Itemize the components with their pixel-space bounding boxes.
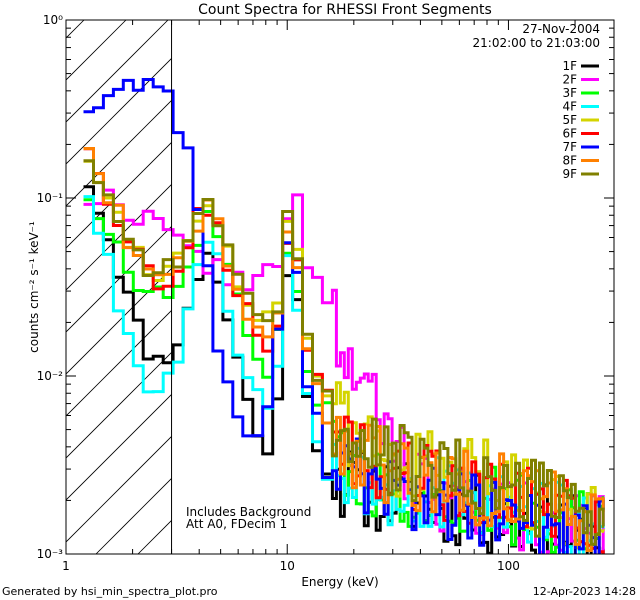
x-tick-label: 100	[497, 559, 520, 573]
plot-frame	[65, 19, 615, 555]
date-label: 27-Nov-2004	[522, 22, 600, 36]
y-tick-labels: 10⁰ 10⁻¹ 10⁻² 10⁻³	[37, 13, 64, 561]
legend-label-8F: 8F	[562, 154, 577, 168]
time-range-label: 21:02:00 to 21:03:00	[473, 36, 600, 50]
x-tick-label: 10	[280, 559, 295, 573]
legend-label-4F: 4F	[562, 100, 577, 114]
series-layer	[83, 78, 605, 554]
y-tick-label: 10⁰	[43, 13, 63, 27]
axis-ticks	[65, 19, 615, 555]
annotation-background: Includes Background	[186, 505, 311, 519]
footer-timestamp: 12-Apr-2023 14:28	[533, 585, 636, 598]
legend-label-1F: 1F	[562, 59, 577, 73]
legend-label-5F: 5F	[562, 113, 577, 127]
legend-label-9F: 9F	[562, 167, 577, 181]
y-tick-label: 10⁻³	[37, 547, 64, 561]
chart-title: Count Spectra for RHESSI Front Segments	[198, 2, 492, 18]
footer-generated-by: Generated by hsi_min_spectra_plot.pro	[2, 585, 218, 598]
x-axis-label: Energy (keV)	[301, 575, 378, 589]
excluded-energy-hatch	[66, 20, 172, 554]
legend-label-2F: 2F	[562, 73, 577, 87]
hatch-lines	[66, 20, 172, 554]
legend-label-7F: 7F	[562, 140, 577, 154]
y-tick-label: 10⁻¹	[37, 191, 64, 205]
x-tick-label: 1	[62, 559, 70, 573]
y-tick-label: 10⁻²	[37, 369, 64, 383]
y-axis-label: counts cm⁻² s⁻¹ keV⁻¹	[27, 221, 41, 353]
x-tick-labels: 1 10 100	[62, 559, 520, 573]
annotation-attenuator: Att A0, FDecim 1	[186, 517, 287, 531]
series-line-1F	[83, 185, 605, 554]
series-line-9F	[83, 159, 605, 546]
legend-label-6F: 6F	[562, 127, 577, 141]
legend-label-3F: 3F	[562, 86, 577, 100]
